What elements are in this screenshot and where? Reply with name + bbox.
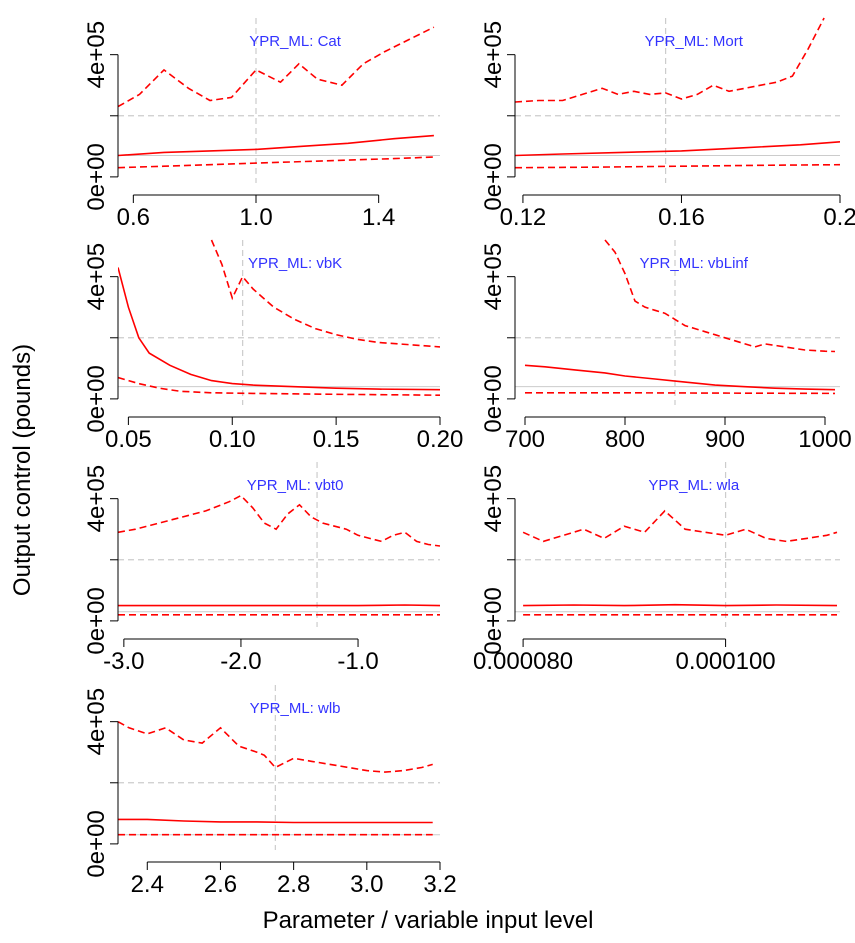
y-tick-label: 0e+00 — [480, 143, 507, 210]
x-tick-label: 0.12 — [500, 204, 547, 231]
series-line-1 — [118, 721, 433, 773]
x-tick-label: 0.10 — [209, 426, 256, 453]
panel-1: 0e+00 4e+05 0.6 1.0 1.4 YPR_ML: Cat — [83, 18, 440, 231]
panel-title: YPR_ML: Cat — [249, 33, 342, 50]
series-line-2 — [118, 134, 434, 157]
x-tick-label: 700 — [505, 426, 545, 453]
y-tick-label: 0e+00 — [83, 143, 110, 210]
x-tick-label: 0.15 — [313, 426, 360, 453]
x-tick-label: 1.4 — [362, 204, 395, 231]
panel-4: 0e+00 4e+05 700 800 900 1000 YPR_ML: vbLinf — [480, 239, 852, 453]
series-line-2 — [524, 364, 836, 391]
series-line-1 — [522, 509, 838, 543]
x-tick-label: 0.16 — [658, 204, 705, 231]
x-tick-label: 1000 — [798, 426, 851, 453]
x-tick-label: 900 — [705, 426, 745, 453]
y-tick-label: 0e+00 — [480, 365, 507, 432]
x-tick-label: -3.0 — [103, 648, 144, 675]
x-tick-label: 2.4 — [131, 871, 164, 898]
panel-7: 0e+00 4e+05 2.4 2.6 2.8 3.0 3.2 YPR_ML: wlb — [83, 685, 457, 898]
series-line-2 — [523, 603, 838, 607]
x-tick-label: 800 — [605, 426, 645, 453]
panel-5: 0e+00 4e+05 -3.0 -2.0 -1.0 YPR_ML: vbt0 — [83, 462, 440, 675]
y-tick-label: 4e+05 — [83, 243, 110, 310]
series-line-3 — [118, 156, 434, 169]
x-tick-label: 0.6 — [117, 204, 150, 231]
y-axis-title: Output control (pounds) — [9, 344, 36, 596]
series-line-1 — [118, 494, 440, 547]
panel-title: YPR_ML: Mort — [645, 33, 744, 50]
panel-title: YPR_ML: wlb — [250, 700, 341, 717]
x-tick-label: -1.0 — [337, 648, 378, 675]
panel-3: 0e+00 4e+05 0.05 0.10 0.15 0.20 YPR_ML: vbK — [83, 239, 464, 453]
panels-group: 0e+00 4e+05 0.6 1.0 1.4 YPR_ML: Cat 0e+00 4e+05… — [83, 17, 855, 898]
series-line-3 — [118, 376, 440, 396]
panel-2: 0e+00 4e+05 0.12 0.16 0.2 YPR_ML: Mort — [480, 17, 855, 231]
y-tick-label: 4e+05 — [83, 21, 110, 88]
x-tick-label: 0.000100 — [676, 648, 776, 675]
x-tick-label: 0.2 — [823, 204, 855, 231]
series-line-3 — [525, 391, 836, 395]
x-tick-label: 0.20 — [417, 426, 464, 453]
series-line-1 — [515, 17, 825, 103]
x-tick-label: -2.0 — [220, 648, 261, 675]
x-axis-title: Parameter / variable input level — [263, 907, 594, 934]
y-tick-label: 4e+05 — [83, 465, 110, 532]
series-line-1 — [210, 239, 440, 348]
series-line-2 — [118, 604, 440, 607]
x-tick-label: 1.0 — [239, 204, 272, 231]
series-line-2 — [118, 818, 433, 824]
panel-title: YPR_ML: wla — [648, 477, 740, 494]
panel-title: YPR_ML: vbt0 — [247, 477, 344, 494]
panel-title: YPR_ML: vbLinf — [640, 255, 749, 272]
x-tick-label: 3.0 — [350, 871, 383, 898]
series-line-1 — [118, 26, 435, 108]
y-tick-label: 0e+00 — [83, 587, 110, 654]
x-tick-label: 3.2 — [423, 871, 456, 898]
panel-6: 0e+00 4e+05 0.000080 0.000100 YPR_ML: wla — [473, 462, 840, 675]
series-line-3 — [515, 163, 840, 169]
panel-title: YPR_ML: vbK — [248, 255, 342, 272]
x-tick-label: 0.05 — [105, 426, 152, 453]
y-tick-label: 4e+05 — [83, 688, 110, 755]
y-tick-label: 0e+00 — [480, 587, 507, 654]
x-tick-label: 2.8 — [277, 871, 310, 898]
y-tick-label: 4e+05 — [480, 465, 507, 532]
series-line-2 — [515, 141, 840, 157]
x-tick-label: 2.6 — [204, 871, 237, 898]
series-line-1 — [604, 239, 836, 353]
y-tick-label: 0e+00 — [83, 810, 110, 877]
x-tick-label: 0.000080 — [473, 648, 573, 675]
y-tick-label: 4e+05 — [480, 243, 507, 310]
y-tick-label: 4e+05 — [480, 21, 507, 88]
y-tick-label: 0e+00 — [83, 365, 110, 432]
series-line-2 — [118, 267, 440, 391]
